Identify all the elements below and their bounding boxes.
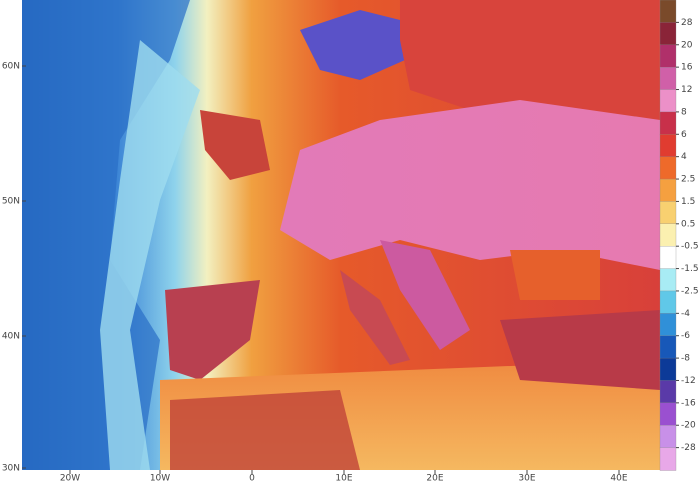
colorbar-label: -0.5: [681, 242, 699, 252]
colorbar-label: 4: [681, 152, 687, 162]
colorbar-label: -2.5: [681, 286, 699, 296]
colorbar-label: 1.5: [681, 197, 695, 207]
colorbar-label: 28: [681, 18, 693, 28]
cool-band: [100, 40, 200, 470]
colorbar-band: [659, 201, 677, 225]
map-area: [22, 0, 660, 470]
colorbar-label: -16: [681, 398, 696, 408]
black-sea: [510, 250, 600, 300]
colorbar-label: -12: [681, 376, 696, 386]
italy: [340, 270, 410, 365]
colorbar: 28 20 16 12 8 6 4 2.5 1.5 0.5 -0.5 -1.5 -2.5 -4 -6 -8 -1…: [659, 0, 699, 471]
colorbar-label: -1.5: [681, 264, 699, 274]
scandinavia-cold: [300, 10, 405, 80]
lon-label: 10W: [150, 474, 170, 484]
lon-label: 40E: [610, 474, 627, 484]
lat-label: 60N: [2, 62, 20, 72]
lat-label: 50N: [2, 197, 20, 207]
colorbar-label: 16: [681, 63, 693, 73]
maghreb-hot: [170, 390, 360, 470]
colorbar-band: [659, 223, 677, 247]
colorbar-label: 2.5: [681, 175, 695, 185]
lon-label: 0: [249, 474, 255, 484]
lat-label: 30N: [2, 464, 20, 474]
colorbar-band: [659, 89, 677, 113]
colorbar-label: 0.5: [681, 219, 695, 229]
colorbar-band: [659, 246, 677, 270]
colorbar-band: [659, 402, 677, 426]
colorbar-band: [659, 22, 677, 46]
colorbar-label: 6: [681, 130, 687, 140]
lon-label: 10E: [335, 474, 352, 484]
colorbar-band: [659, 44, 677, 68]
lon-label: 30E: [518, 474, 535, 484]
colorbar-band: [659, 178, 677, 203]
colorbar-band: [659, 111, 677, 135]
colorbar-band: [659, 335, 677, 359]
colorbar-band: [659, 313, 677, 337]
colorbar-label: 12: [681, 85, 692, 95]
north-russia: [400, 0, 660, 130]
longitude-labels: 20W 10W 0 10E 20E 30E 40E: [60, 470, 628, 484]
colorbar-label: 20: [681, 40, 693, 50]
colorbar-band: [659, 290, 677, 314]
colorbar-band: [659, 357, 677, 382]
lat-label: 40N: [2, 332, 20, 342]
balkans: [380, 240, 470, 350]
colorbar-band: [659, 425, 677, 449]
colorbar-band: [659, 156, 677, 180]
lon-label: 20W: [60, 474, 80, 484]
colorbar-band: [659, 268, 677, 292]
colorbar-label: 8: [681, 107, 687, 117]
colorbar-band: [659, 66, 677, 91]
anatolia: [500, 310, 660, 390]
lon-label: 20E: [426, 474, 443, 484]
colorbar-band: [659, 380, 677, 404]
colorbar-label: -20: [681, 421, 696, 431]
colorbar-band: [659, 0, 677, 24]
colorbar-label: -8: [681, 354, 690, 364]
latitude-labels: 60N 50N 40N 30N: [2, 62, 26, 474]
colorbar-band: [659, 447, 677, 471]
colorbar-band: [659, 134, 677, 158]
central-europe: [280, 100, 660, 270]
iberia: [165, 280, 260, 380]
colorbar-label: -6: [681, 331, 690, 341]
colorbar-label: -28: [681, 443, 696, 453]
cold-ocean: [22, 0, 190, 470]
colorbar-label: -4: [681, 309, 690, 319]
britain: [200, 110, 270, 180]
